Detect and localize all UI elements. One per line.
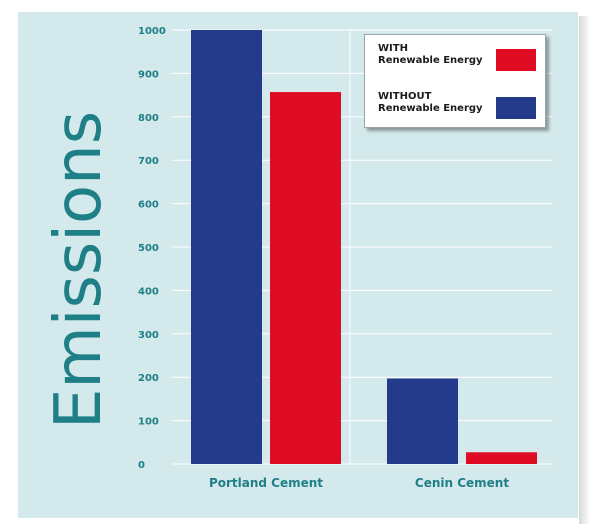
- y-tick-label-8: 800: [138, 113, 159, 124]
- y-tick-label-1: 100: [138, 417, 159, 428]
- panel-shadow: [579, 16, 590, 524]
- legend-swatch-with: [496, 49, 536, 71]
- bar-1-0: [387, 378, 458, 464]
- y-tick-label-6: 600: [138, 200, 159, 211]
- y-tick-label-5: 500: [138, 243, 159, 254]
- category-label-0: Portland Cement: [209, 476, 323, 490]
- category-labels: Portland Cement Cenin Cement: [209, 476, 509, 490]
- bars: [191, 30, 537, 464]
- y-tick-label-7: 700: [138, 156, 159, 167]
- y-axis-title: Emissions: [42, 111, 116, 429]
- legend: WITH Renewable Energy WITHOUT Renewable …: [364, 34, 546, 128]
- legend-without-line2: Renewable Energy: [378, 103, 483, 114]
- y-tick-label-4: 400: [138, 286, 159, 297]
- y-tick-label-2: 200: [138, 373, 159, 384]
- bar-0-1: [270, 92, 341, 464]
- bar-1-1: [466, 452, 537, 464]
- y-tick-labels: 0 100 200 300 400 500 600 700 800 900 1000: [138, 26, 166, 471]
- legend-swatch-without: [496, 97, 536, 119]
- y-tick-label-10: 1000: [138, 26, 166, 37]
- legend-without-line1: WITHOUT: [378, 91, 432, 102]
- legend-with-line1: WITH: [378, 43, 408, 54]
- y-tick-label-9: 900: [138, 69, 159, 80]
- category-label-1: Cenin Cement: [415, 476, 509, 490]
- bar-0-0: [191, 30, 262, 464]
- y-tick-label-3: 300: [138, 330, 159, 341]
- legend-item-without: WITHOUT Renewable Energy: [378, 91, 538, 125]
- legend-with-line2: Renewable Energy: [378, 55, 483, 66]
- legend-item-with: WITH Renewable Energy: [378, 43, 538, 77]
- y-tick-label-0: 0: [138, 460, 145, 471]
